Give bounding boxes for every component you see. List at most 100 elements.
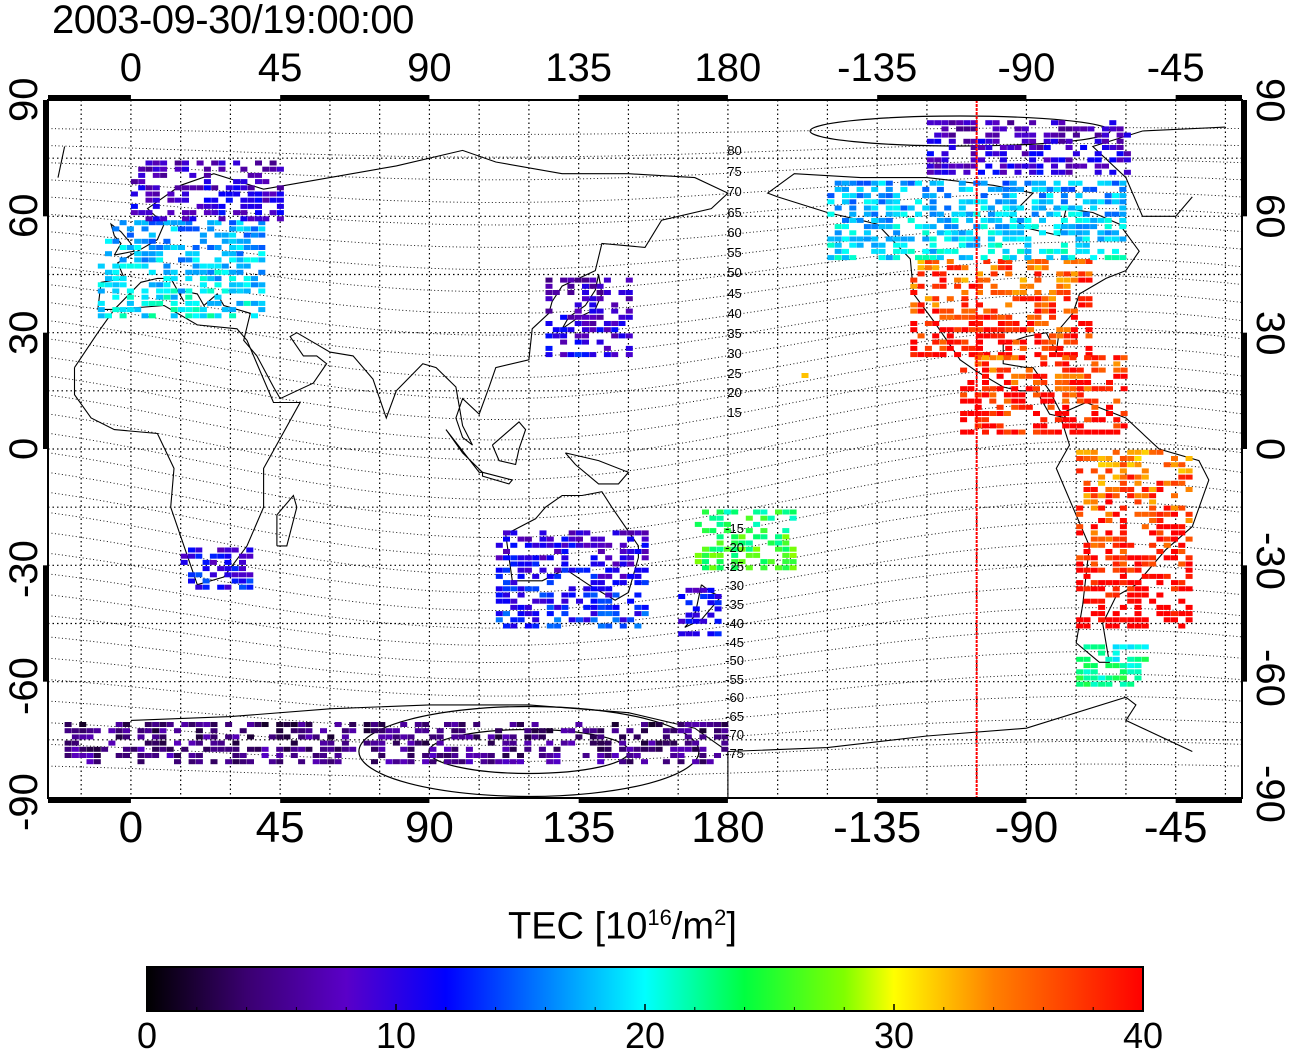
- tec-cell: [1036, 163, 1044, 169]
- tec-cell: [229, 276, 237, 282]
- tec-cell: [1041, 302, 1049, 308]
- tec-cell: [202, 559, 210, 565]
- tec-cell: [465, 753, 473, 758]
- tec-cell: [1021, 163, 1029, 169]
- tec-cell: [192, 245, 200, 250]
- tec-cell: [1005, 259, 1013, 264]
- tec-cell: [1119, 561, 1127, 567]
- tec-cell: [160, 166, 168, 172]
- tec-cell: [465, 734, 473, 740]
- tec-cell: [239, 759, 247, 765]
- tec-cell: [239, 553, 246, 559]
- tec-cell: [239, 566, 246, 572]
- mlat-label: -60: [725, 690, 744, 706]
- tec-cell: [990, 290, 998, 295]
- tec-cell: [86, 734, 94, 740]
- tec-cell: [1119, 536, 1127, 542]
- mlat-label: -45: [725, 634, 744, 650]
- tec-cell: [1068, 186, 1076, 192]
- tec-cell: [546, 728, 554, 734]
- tec-cell: [1090, 536, 1098, 542]
- tec-cell: [1141, 487, 1149, 492]
- tec-cell: [1119, 186, 1127, 192]
- tec-cell: [568, 740, 576, 746]
- tec-cell: [900, 236, 908, 242]
- frame-bar-top: [1175, 95, 1242, 100]
- tec-cell: [1098, 681, 1106, 687]
- tec-cell: [378, 740, 386, 746]
- tec-cell: [145, 166, 153, 172]
- tec-cell: [1171, 530, 1178, 536]
- tec-cell: [371, 759, 378, 765]
- tec-cell: [582, 296, 589, 302]
- tec-cell: [958, 255, 966, 261]
- tec-cell: [495, 734, 503, 740]
- tec-cell: [582, 352, 589, 358]
- tec-cell: [202, 584, 210, 590]
- tec-cell: [1119, 255, 1127, 261]
- tec-cell: [130, 203, 138, 209]
- tec-cell: [1098, 462, 1106, 468]
- tec-cell: [283, 746, 291, 752]
- tec-cell: [985, 151, 993, 157]
- tec-cell: [863, 224, 871, 230]
- tec-cell: [160, 160, 168, 166]
- tec-cell: [429, 746, 437, 752]
- tec-cell: [532, 586, 540, 592]
- tec-cell: [948, 163, 956, 169]
- tec-cell: [243, 238, 251, 244]
- tec-cell: [1156, 611, 1164, 617]
- tec-cell: [262, 166, 270, 172]
- tec-cell: [917, 352, 925, 358]
- tec-cell: [240, 216, 248, 222]
- tec-cell: [1054, 373, 1062, 379]
- tec-cell: [932, 271, 940, 277]
- tec-cell: [1112, 567, 1120, 573]
- tec-cell: [1040, 423, 1048, 429]
- tec-cell: [429, 759, 437, 765]
- tec-cell: [951, 211, 959, 217]
- tec-cell: [932, 265, 940, 271]
- tec-cell: [1109, 157, 1117, 163]
- mlat-contour: [48, 763, 1242, 779]
- tec-cell: [1009, 255, 1017, 261]
- tec-cell: [1119, 211, 1127, 217]
- tec-cell: [731, 546, 739, 552]
- tec-cell: [207, 245, 215, 250]
- tec-cell: [327, 734, 335, 740]
- tec-cell: [702, 528, 709, 534]
- tec-cell: [1105, 518, 1113, 523]
- tec-cell: [290, 740, 298, 746]
- tec-cell: [1149, 487, 1157, 492]
- tec-cell: [827, 236, 835, 242]
- tec-cell: [1098, 518, 1106, 523]
- tec-cell: [134, 238, 142, 244]
- tec-cell: [583, 530, 591, 536]
- tec-cell: [699, 722, 707, 727]
- tec-cell: [327, 746, 335, 752]
- tec-cell: [709, 528, 717, 534]
- tec-cell: [1039, 199, 1046, 205]
- tec-cell: [968, 314, 976, 320]
- tec-cell: [934, 132, 942, 138]
- tec-cell: [627, 530, 635, 536]
- tec-cell: [444, 759, 451, 765]
- tec-cell: [86, 746, 94, 752]
- tec-cell: [1076, 617, 1084, 623]
- tec-cell: [641, 740, 648, 746]
- tec-cell: [560, 728, 568, 734]
- tec-cell: [1002, 211, 1010, 217]
- tec-cell: [1060, 248, 1068, 254]
- tec-cell: [1076, 561, 1084, 567]
- tec-cell: [1047, 429, 1055, 435]
- tec-cell: [922, 224, 930, 230]
- tec-cell: [1017, 230, 1025, 236]
- tec-cell: [231, 547, 239, 553]
- tec-cell: [939, 339, 947, 345]
- tec-cell: [1098, 480, 1106, 486]
- tec-cell: [731, 534, 739, 540]
- tec-cell: [298, 746, 306, 752]
- tec-cell: [611, 321, 619, 326]
- tec-cell: [576, 598, 583, 604]
- tec-cell: [834, 180, 842, 186]
